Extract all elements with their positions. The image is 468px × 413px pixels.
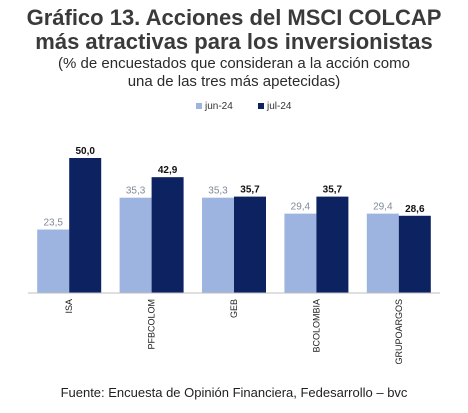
bar-jun-24-GRUPOARGOS: [366, 213, 399, 293]
bar-chart: jun-24 jul-24 23,5 50,0 ISA 35,3 42,9 PFBCOLOM 3…: [28, 101, 440, 365]
category-label-GEB: GEB: [229, 299, 239, 318]
bar-jun-24-GEB: [202, 197, 234, 293]
source-note: Fuente: Encuesta de Opinión Financiera, …: [60, 385, 408, 400]
data-label-jun-24-GRUPOARGOS: 29,4: [373, 202, 393, 213]
chart-title-line-2: más atractivas para los inversionistas: [35, 29, 433, 54]
category-label-ISA: ISA: [64, 299, 74, 314]
bar-jul-24-GRUPOARGOS: [398, 215, 431, 293]
data-label-jul-24-GRUPOARGOS: 28,6: [405, 204, 425, 215]
data-label-jun-24-ISA: 23,5: [43, 218, 63, 229]
bar-jun-24-PFBCOLOM: [119, 197, 152, 293]
bar-jul-24-PFBCOLOM: [151, 177, 184, 293]
bar-jun-24-ISA: [37, 229, 70, 293]
data-label-jul-24-GEB: 35,7: [240, 185, 260, 196]
data-label-jun-24-BCOLOMBIA: 29,4: [291, 202, 311, 213]
chart-subtitle-line-2: una de las tres más apetecidas): [127, 73, 341, 90]
bar-jul-24-ISA: [69, 158, 102, 293]
category-label-PFBCOLOM: PFBCOLOM: [147, 299, 157, 350]
bar-jun-24-BCOLOMBIA: [284, 213, 317, 293]
legend-swatch-jul-24: [258, 103, 264, 109]
data-label-jul-24-BCOLOMBIA: 35,7: [323, 185, 343, 196]
chart-subtitle-line-1: (% de encuestados que consideran a la ac…: [58, 55, 410, 72]
category-label-GRUPOARGOS: GRUPOARGOS: [394, 299, 404, 365]
data-label-jul-24-PFBCOLOM: 42,9: [158, 165, 178, 176]
bar-jul-24-BCOLOMBIA: [316, 196, 349, 293]
legend-label-jul-24: jul-24: [266, 101, 292, 112]
chart-title-line-1: Gráfico 13. Acciones del MSCI COLCAP: [26, 5, 442, 30]
bar-jul-24-GEB: [234, 196, 266, 293]
legend-swatch-jun-24: [196, 103, 202, 109]
data-label-jun-24-PFBCOLOM: 35,3: [126, 186, 146, 197]
category-label-BCOLOMBIA: BCOLOMBIA: [311, 299, 321, 353]
data-label-jul-24-ISA: 50,0: [75, 146, 95, 157]
legend-label-jun-24: jun-24: [204, 101, 233, 112]
data-label-jun-24-GEB: 35,3: [208, 186, 228, 197]
